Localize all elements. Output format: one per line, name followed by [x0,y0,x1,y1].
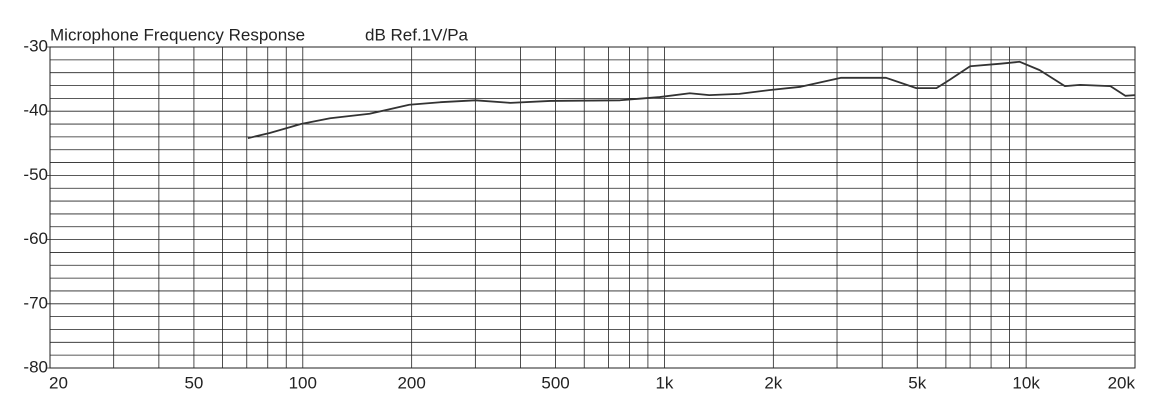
x-tick-label: 10k [1012,373,1040,392]
y-tick-label: -30 [23,36,48,55]
x-tick-label: 20 [49,373,68,392]
plot-frame [49,46,1136,369]
x-tick-label: 1k [655,373,673,392]
y-tick-label: -80 [23,357,48,376]
x-tick-label: 5k [908,373,926,392]
chart-subtitle: dB Ref.1V/Pa [365,25,469,44]
x-tick-label: 20k [1108,373,1136,392]
y-tick-label: -50 [23,165,48,184]
y-tick-label: -70 [23,293,48,312]
response-line [247,60,1136,140]
y-tick-label: -40 [23,101,48,120]
x-tick-label: 2k [764,373,782,392]
x-tick-label: 200 [397,373,425,392]
x-tick-label: 500 [541,373,569,392]
y-tick-label: -60 [23,229,48,248]
x-tick-label: 100 [289,373,317,392]
x-tick-label: 50 [184,373,203,392]
chart-title: Microphone Frequency Response [50,25,305,44]
